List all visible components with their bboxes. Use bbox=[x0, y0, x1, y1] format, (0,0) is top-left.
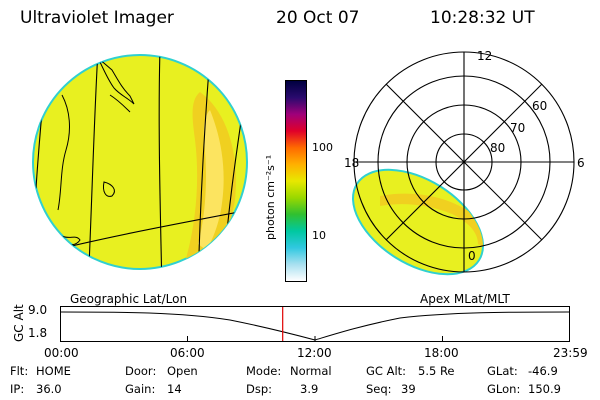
altitude-ytick-max: 9.0 bbox=[28, 303, 48, 317]
seq-label: Seq: bbox=[366, 382, 392, 396]
door-label: Door: bbox=[125, 364, 157, 378]
altitude-ylabel: GC Alt bbox=[12, 304, 26, 342]
geographic-label: Geographic Lat/Lon bbox=[70, 292, 188, 306]
lat-label-60: 60 bbox=[532, 99, 547, 113]
polar-grid-lines bbox=[353, 51, 575, 273]
mode-value: Normal bbox=[290, 364, 332, 378]
glon-label: GLon: bbox=[487, 382, 521, 396]
time-tick-0000: 00:00 bbox=[44, 346, 79, 360]
aurora-core bbox=[198, 110, 224, 250]
gain-value: 14 bbox=[167, 382, 182, 396]
ip-label: IP: bbox=[10, 382, 25, 396]
colorbar-tick-100: 100 bbox=[312, 141, 333, 154]
geographic-image bbox=[32, 54, 248, 270]
apex-polar-plot: 12 18 6 0 60 70 80 bbox=[344, 49, 585, 276]
altitude-timeline[interactable] bbox=[60, 306, 570, 342]
time-tick-2359: 23:59 bbox=[553, 346, 588, 360]
flt-value: HOME bbox=[36, 364, 71, 378]
projected-disk bbox=[352, 168, 484, 276]
dsp-value: 3.9 bbox=[300, 382, 319, 396]
header-date: 20 Oct 07 bbox=[276, 8, 360, 28]
colorbar-unit-label: photon cm⁻²s⁻¹ bbox=[264, 154, 277, 240]
apex-aurora bbox=[380, 193, 490, 250]
door-value: Open bbox=[167, 364, 198, 378]
lat-label-70: 70 bbox=[510, 121, 525, 135]
glat-label: GLat: bbox=[487, 364, 518, 378]
glat-value: -46.9 bbox=[528, 364, 558, 378]
altitude-ytick-min: 1.8 bbox=[28, 326, 48, 340]
ip-value: 36.0 bbox=[36, 382, 62, 396]
app-title: Ultraviolet Imager bbox=[20, 8, 174, 28]
gcalt-value: 5.5 Re bbox=[418, 364, 455, 378]
mlt-label-12: 12 bbox=[477, 49, 492, 63]
time-tick-1800: 18:00 bbox=[424, 346, 459, 360]
mlt-label-6: 6 bbox=[577, 156, 585, 170]
color-scale-bar bbox=[285, 80, 307, 282]
flt-label: Flt: bbox=[10, 364, 29, 378]
time-tick-0600: 06:00 bbox=[170, 346, 205, 360]
mode-label: Mode: bbox=[246, 364, 282, 378]
gcalt-label: GC Alt: bbox=[366, 364, 407, 378]
header-time: 10:28:32 UT bbox=[430, 8, 535, 28]
glon-value: 150.9 bbox=[528, 382, 561, 396]
apex-label: Apex MLat/MLT bbox=[420, 292, 510, 306]
mlt-label-18: 18 bbox=[344, 156, 359, 170]
gain-label: Gain: bbox=[125, 382, 156, 396]
dsp-label: Dsp: bbox=[246, 382, 273, 396]
colorbar-tick-10: 10 bbox=[312, 229, 326, 242]
time-tick-1200: 12:00 bbox=[297, 346, 332, 360]
mlt-label-0: 0 bbox=[468, 249, 476, 263]
lat-label-80: 80 bbox=[490, 141, 505, 155]
seq-value: 39 bbox=[401, 382, 416, 396]
